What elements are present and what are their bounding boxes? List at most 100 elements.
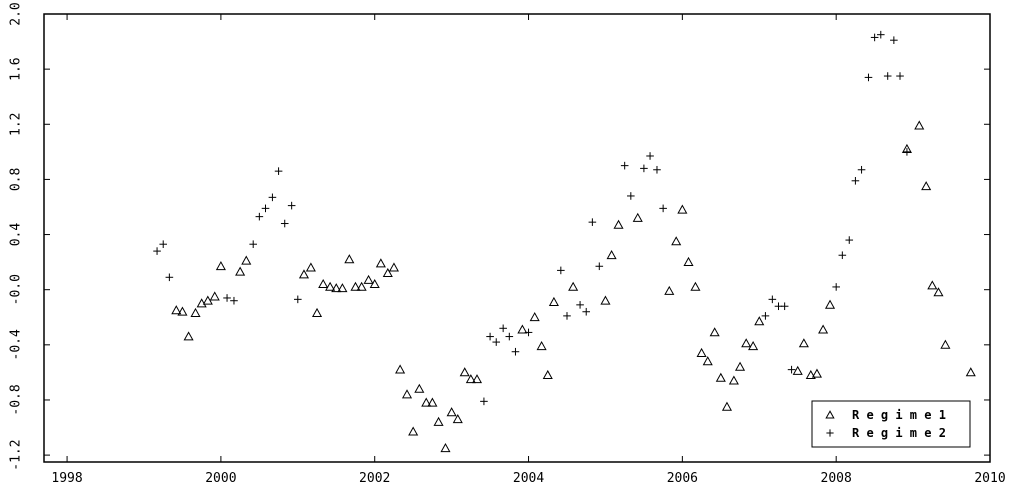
data-point-triangle	[171, 305, 182, 315]
data-point-triangle	[401, 389, 413, 399]
data-point-triangle	[350, 281, 361, 291]
y-tick-label: 2.0	[9, 2, 24, 25]
data-point-triangle	[382, 267, 393, 278]
data-point-triangle	[235, 266, 246, 276]
data-point-triangle	[696, 347, 707, 357]
data-point-triangle	[671, 236, 682, 246]
y-tick-label: -0.0	[9, 274, 24, 305]
data-point-triangle	[395, 364, 406, 374]
data-point-plus	[274, 167, 283, 175]
data-point-triangle	[754, 316, 765, 326]
legend-label: R e g i m e 2	[852, 426, 946, 440]
series-regime-1	[171, 120, 976, 453]
data-point-plus	[576, 301, 584, 309]
data-point-triangle	[792, 365, 803, 375]
data-point-plus	[780, 302, 789, 311]
series-regime-2	[153, 30, 911, 406]
data-point-triangle	[529, 312, 540, 322]
data-point-triangle	[337, 283, 348, 293]
data-point-plus	[876, 30, 885, 39]
data-point-triangle	[375, 258, 386, 268]
data-point-triangle	[298, 269, 310, 279]
y-tick-label: 1.2	[9, 113, 24, 136]
data-point-triangle	[709, 327, 720, 337]
data-point-triangle	[824, 299, 836, 309]
data-point-triangle	[318, 278, 329, 289]
data-point-plus	[838, 251, 847, 260]
data-point-triangle	[721, 401, 733, 411]
legend-box	[811, 400, 971, 448]
data-point-plus	[896, 72, 904, 80]
data-point-plus	[261, 204, 270, 213]
data-point-plus	[787, 365, 796, 374]
data-point-triangle	[325, 281, 336, 291]
data-point-plus	[768, 295, 777, 304]
data-point-triangle	[241, 255, 252, 265]
data-point-plus	[499, 324, 507, 333]
data-point-plus	[851, 176, 860, 185]
data-point-triangle	[805, 369, 816, 380]
data-point-plus	[153, 247, 161, 255]
x-tick-label: 2008	[821, 471, 852, 486]
y-axis: -1.2 -0.8 -0.4 -0.0 0.4 0.8 1.2 1.6 2.0	[9, 2, 990, 471]
y-tick-label: 0.4	[9, 223, 24, 247]
x-tick-label: 2004	[513, 471, 544, 486]
data-point-triangle	[369, 278, 380, 289]
data-point-triangle	[548, 296, 559, 306]
data-point-triangle	[914, 120, 925, 130]
data-point-triangle	[408, 426, 419, 436]
x-tick-label: 2002	[359, 471, 390, 486]
data-point-plus	[588, 218, 597, 226]
data-point-triangle	[215, 261, 226, 271]
y-tick-label: 1.6	[9, 57, 24, 80]
data-point-plus	[505, 332, 514, 341]
data-point-triangle	[459, 367, 470, 377]
data-points	[153, 30, 976, 453]
data-point-triangle	[452, 414, 463, 424]
x-tick-label: 2000	[205, 471, 236, 486]
data-point-plus	[287, 201, 296, 210]
data-point-plus	[268, 193, 277, 202]
data-point-plus	[223, 294, 231, 302]
data-point-triangle	[933, 287, 944, 297]
data-point-triangle	[683, 256, 694, 266]
data-point-triangle	[811, 368, 823, 378]
data-point-triangle	[965, 367, 976, 377]
data-point-triangle	[440, 442, 451, 453]
data-point-plus	[280, 219, 289, 228]
y-tick-label: -0.8	[9, 384, 24, 415]
data-point-triangle	[741, 338, 752, 348]
data-point-triangle	[446, 407, 457, 417]
data-point-plus	[563, 312, 571, 320]
data-point-triangle	[940, 339, 951, 349]
data-point-triangle	[517, 324, 528, 334]
data-point-triangle	[305, 262, 316, 272]
data-point-triangle	[632, 212, 643, 222]
data-point-triangle	[190, 307, 201, 317]
data-point-plus	[761, 312, 770, 320]
data-point-triangle	[471, 374, 483, 384]
data-point-plus	[249, 240, 257, 249]
data-point-triangle	[414, 383, 425, 393]
data-point-plus	[230, 296, 238, 305]
data-point-triangle	[677, 204, 688, 214]
x-tick-label: 2010	[974, 471, 1005, 486]
data-point-triangle	[388, 262, 399, 272]
data-point-triangle	[606, 250, 617, 260]
data-point-triangle	[344, 254, 355, 264]
data-point-plus	[165, 273, 174, 282]
data-point-plus	[582, 307, 591, 316]
data-point-triangle	[798, 338, 809, 348]
data-point-plus	[832, 283, 840, 291]
data-point-triangle	[734, 361, 746, 371]
data-point-plus	[294, 295, 302, 304]
legend-label: R e g i m e 1	[852, 408, 946, 422]
data-point-plus	[646, 152, 654, 160]
data-point-triangle	[433, 416, 444, 426]
data-point-triangle	[536, 340, 547, 351]
data-point-triangle	[421, 397, 432, 407]
data-point-triangle	[748, 340, 759, 351]
data-point-plus	[883, 72, 892, 80]
legend-marker-plus	[826, 429, 834, 437]
